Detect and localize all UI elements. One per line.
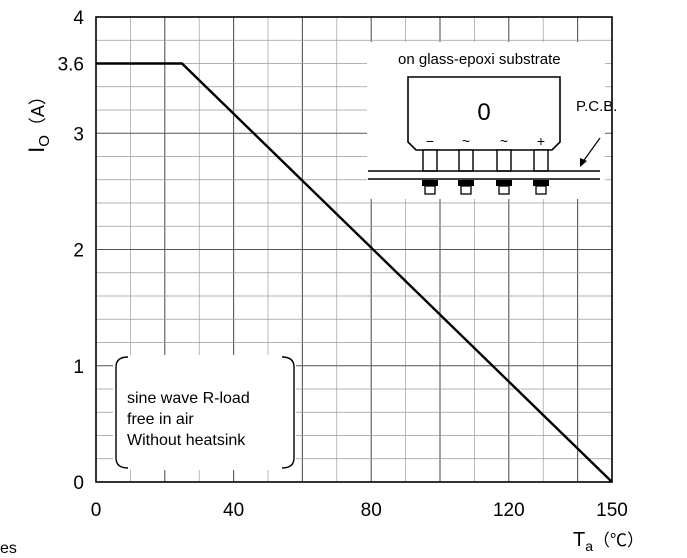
pin-lead xyxy=(534,150,548,171)
x-tick-label: 150 xyxy=(596,500,628,521)
y-tick-label: 3.6 xyxy=(58,55,84,76)
y-tick-label: 0 xyxy=(73,473,84,494)
pin-pad xyxy=(536,186,546,194)
pin-symbol: − xyxy=(426,133,434,149)
y-tick-label: 2 xyxy=(73,241,84,262)
device-mark: 0 xyxy=(477,99,490,126)
footer-fragment: es xyxy=(0,540,17,557)
pin-pad xyxy=(499,186,509,194)
pin-pad xyxy=(461,186,471,194)
x-axis-label: Ta（℃） xyxy=(573,529,644,554)
pin-symbol: ~ xyxy=(462,133,470,149)
pin-symbol: ~ xyxy=(500,133,508,149)
pin-lead xyxy=(423,150,437,171)
y-tick-label: 4 xyxy=(73,8,84,29)
pin-lead xyxy=(497,150,511,171)
condition-line-2: free in air xyxy=(127,411,194,428)
x-tick-label: 120 xyxy=(493,500,525,521)
pin-solder xyxy=(496,180,512,186)
y-tick-label: 3 xyxy=(73,124,84,145)
pin-solder xyxy=(533,180,549,186)
x-tick-label: 40 xyxy=(223,500,244,521)
substrate-label: on glass-epoxi substrate xyxy=(398,51,561,68)
pin-solder xyxy=(422,180,438,186)
y-tick-label: 1 xyxy=(73,357,84,378)
conditions-box: sine wave R-load free in air Without hea… xyxy=(113,355,296,470)
pcb-label: P.C.B. xyxy=(576,98,617,115)
x-axis-label-sub: a xyxy=(585,538,593,554)
y-axis-label: IO（A） xyxy=(24,87,53,153)
package-inset: on glass-epoxi substrate 0 P.C.B. − ~ ~ + xyxy=(367,42,617,199)
y-axis-label-sub: O xyxy=(36,135,53,147)
pin-lead xyxy=(459,150,473,171)
condition-line-3: Without heatsink xyxy=(127,432,246,449)
x-tick-label: 0 xyxy=(91,500,102,521)
pin-pad xyxy=(425,186,435,194)
pin-solder xyxy=(458,180,474,186)
condition-line-1: sine wave R-load xyxy=(127,390,250,407)
x-axis-label-main: T xyxy=(573,529,585,551)
x-tick-label: 80 xyxy=(361,500,382,521)
pin-symbol: + xyxy=(537,133,545,149)
x-axis-unit: （℃） xyxy=(593,531,644,550)
y-axis-unit: （A） xyxy=(28,87,48,135)
